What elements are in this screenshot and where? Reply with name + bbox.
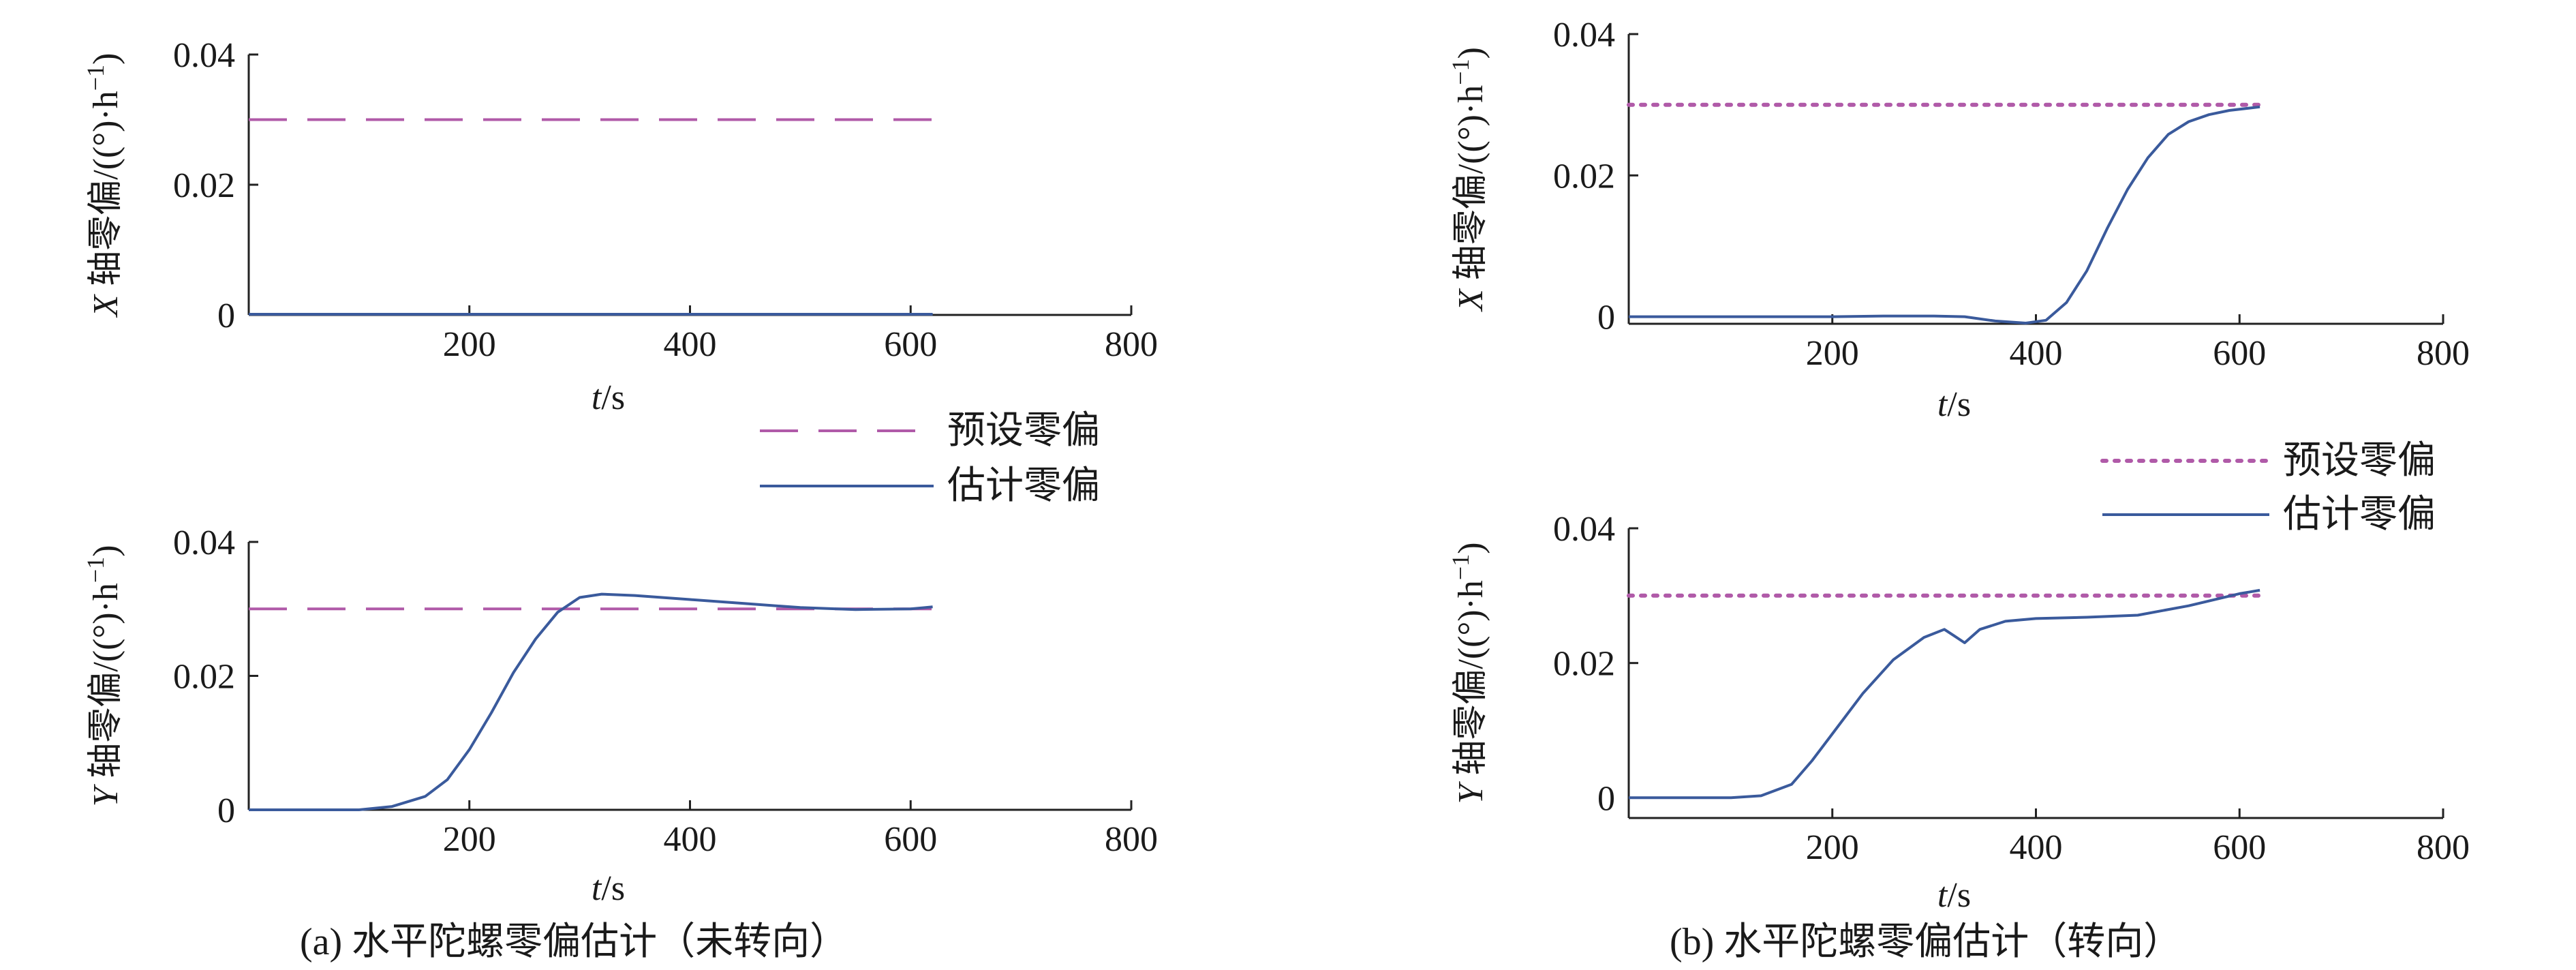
- x-axis-title-unit: /s: [601, 378, 625, 417]
- x-tick-label: 800: [2417, 334, 2470, 373]
- x-tick-label: 200: [1806, 828, 1859, 867]
- y-tick-label: 0.02: [173, 166, 235, 205]
- y-axis-title: X 轴零偏/((°)·h−1): [82, 53, 125, 318]
- x-tick-label: 600: [884, 820, 937, 859]
- y-tick-label: 0.04: [173, 524, 235, 562]
- y-tick-label: 0: [217, 791, 235, 830]
- plot-a-bottom: 200 400 600 800 0 0.02 0.04 t/s Y 轴零偏/((°)·h−1): [82, 524, 1158, 908]
- plot-a-top: 200 400 600 800 0 0.02 0.04 t/s X 轴零偏/((°)·h−1): [82, 36, 1158, 417]
- x-tick-label: 800: [2417, 828, 2470, 867]
- y-tick-label: 0.02: [1553, 157, 1615, 196]
- x-tick-label: 600: [2213, 828, 2266, 867]
- y-tick-label: 0: [1597, 299, 1615, 337]
- y-axis-title: X 轴零偏/((°)·h−1): [1447, 47, 1490, 312]
- x-axis-title-variable: t: [592, 869, 602, 908]
- x-tick-label: 200: [443, 820, 496, 859]
- legend-b-estimate-label: 估计零偏: [2283, 494, 2436, 536]
- y-axis-title-text: 轴零偏/((°)·h: [87, 91, 125, 295]
- y-axis-title-close: ): [87, 545, 125, 556]
- y-tick-label: 0: [1597, 779, 1615, 818]
- y-axis-title-close: ): [87, 53, 125, 65]
- y-tick-label: 0.04: [173, 36, 235, 75]
- y-axis-title-axis: X: [87, 293, 125, 318]
- legend-b: 预设零偏 估计零偏: [2100, 440, 2436, 536]
- x-tick-label: 400: [2010, 334, 2063, 373]
- x-axis-title: t/s: [592, 378, 625, 417]
- x-tick-label: 600: [884, 325, 937, 364]
- x-axis-title-unit: /s: [1947, 876, 1971, 915]
- y-axis-title-axis: Y: [1452, 781, 1490, 804]
- estimated-bias-line: [1629, 588, 2260, 800]
- caption-a: (a) 水平陀螺零偏估计（未转向）: [300, 921, 848, 963]
- legend-a: 预设零偏 估计零偏: [760, 410, 1100, 507]
- plot-b-top: 200 400 600 800 0 0.02 0.04 t/s X 轴零偏/((°)·h−1): [1447, 16, 2470, 424]
- y-axis-title-close: ): [1452, 47, 1490, 59]
- y-axis-title-text: 轴零偏/((°)·h: [1452, 85, 1490, 290]
- y-axis-title-superscript: −1: [82, 557, 109, 583]
- x-axis-title: t/s: [592, 869, 625, 908]
- estimated-bias-line: [249, 592, 933, 811]
- y-tick-label: 0.04: [1553, 510, 1615, 549]
- x-axis-title-variable: t: [592, 378, 602, 417]
- x-tick-label: 600: [2213, 334, 2266, 373]
- y-axis-title-axis: Y: [87, 784, 125, 807]
- y-tick-label: 0.04: [1553, 16, 1615, 55]
- y-axis-title-axis: X: [1452, 288, 1490, 312]
- plot-b-bottom: 200 400 600 800 0 0.02 0.04 t/s Y 轴零偏/((°)·h−1): [1447, 510, 2470, 915]
- x-tick-label: 800: [1105, 820, 1158, 859]
- x-axis-title-unit: /s: [601, 869, 625, 908]
- y-axis-title: Y 轴零偏/((°)·h−1): [1447, 542, 1490, 804]
- y-axis-title-text: 轴零偏/((°)·h: [1452, 580, 1490, 785]
- legend-b-preset-label: 预设零偏: [2283, 440, 2436, 482]
- legend-a-preset-label: 预设零偏: [947, 410, 1100, 452]
- y-axis-title: Y 轴零偏/((°)·h−1): [82, 545, 125, 806]
- x-axis-title: t/s: [1937, 876, 1971, 915]
- y-tick-label: 0.02: [1553, 645, 1615, 684]
- x-axis-title-variable: t: [1937, 385, 1948, 424]
- y-tick-label: 0: [217, 297, 235, 335]
- x-tick-label: 400: [2010, 828, 2063, 867]
- x-tick-label: 200: [443, 325, 496, 364]
- estimated-bias-line: [1629, 105, 2260, 324]
- x-axis-title: t/s: [1937, 385, 1971, 424]
- y-axis-title-superscript: −1: [82, 65, 109, 91]
- y-axis-title-superscript: −1: [1447, 554, 1474, 580]
- y-axis-title-text: 轴零偏/((°)·h: [87, 583, 125, 787]
- y-axis-title-superscript: −1: [1447, 59, 1474, 85]
- legend-a-estimate-label: 估计零偏: [947, 465, 1100, 507]
- x-axis-title-unit: /s: [1947, 385, 1971, 424]
- y-tick-label: 0.02: [173, 658, 235, 697]
- x-tick-label: 800: [1105, 325, 1158, 364]
- x-tick-label: 400: [664, 325, 717, 364]
- x-axis-title-variable: t: [1937, 876, 1948, 915]
- caption-b: (b) 水平陀螺零偏估计（转向）: [1670, 921, 2181, 963]
- y-axis-title-close: ): [1452, 542, 1490, 554]
- x-tick-label: 200: [1806, 334, 1859, 373]
- x-tick-label: 400: [664, 820, 717, 859]
